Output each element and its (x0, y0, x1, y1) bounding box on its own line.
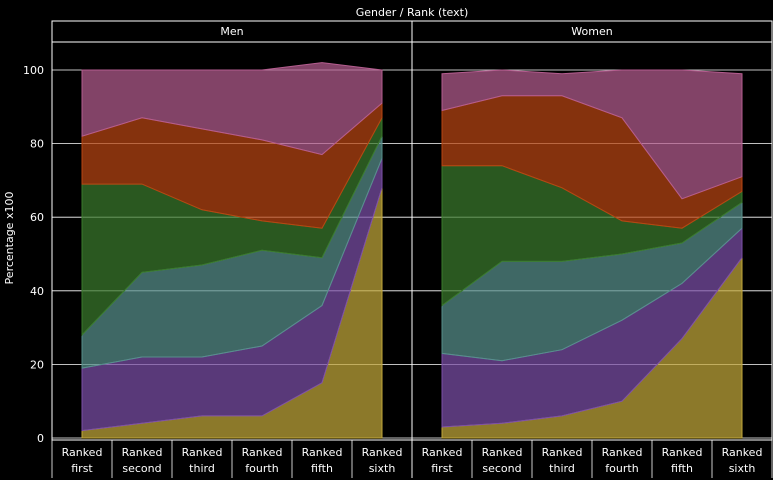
panel-title: Men (220, 25, 243, 38)
x-tick-label: Ranked fourth (242, 446, 283, 475)
x-tick-label: Ranked first (62, 446, 103, 475)
y-tick-label: 80 (30, 138, 44, 151)
x-tick-label: Ranked second (122, 446, 163, 475)
panel-title: Women (571, 25, 612, 38)
plot-area: 0 20 40 60 80 100 Men Ranked first Ranked second Ra… (23, 20, 773, 478)
y-tick-label: 100 (23, 64, 44, 77)
y-tick-label: 60 (30, 211, 44, 224)
x-tick-label: Ranked fourth (602, 446, 643, 475)
panel-women: Women Ranked first Ranked second Ranked third R… (411, 20, 773, 478)
area-series-6 (81, 62, 383, 156)
y-tick-label: 20 (30, 358, 44, 371)
panel-men: Men Ranked first Ranked second Ranked third Ran… (51, 20, 413, 478)
x-tick-label: Ranked sixth (722, 446, 763, 475)
y-tick-label: 40 (30, 285, 44, 298)
x-tick-label: Ranked fifth (662, 446, 703, 475)
x-tick-label: Ranked sixth (362, 446, 403, 475)
y-tick-label: 0 (37, 432, 44, 445)
chart-title: Gender / Rank (text) (356, 6, 469, 19)
x-tick-label: Ranked second (482, 446, 523, 475)
x-tick-label: Ranked third (542, 446, 583, 475)
y-axis-label: Percentage x100 (3, 192, 16, 285)
x-tick-label: Ranked first (422, 446, 463, 475)
x-tick-label: Ranked third (182, 446, 223, 475)
x-tick-label: Ranked fifth (302, 446, 343, 475)
area-series-6 (441, 69, 743, 200)
